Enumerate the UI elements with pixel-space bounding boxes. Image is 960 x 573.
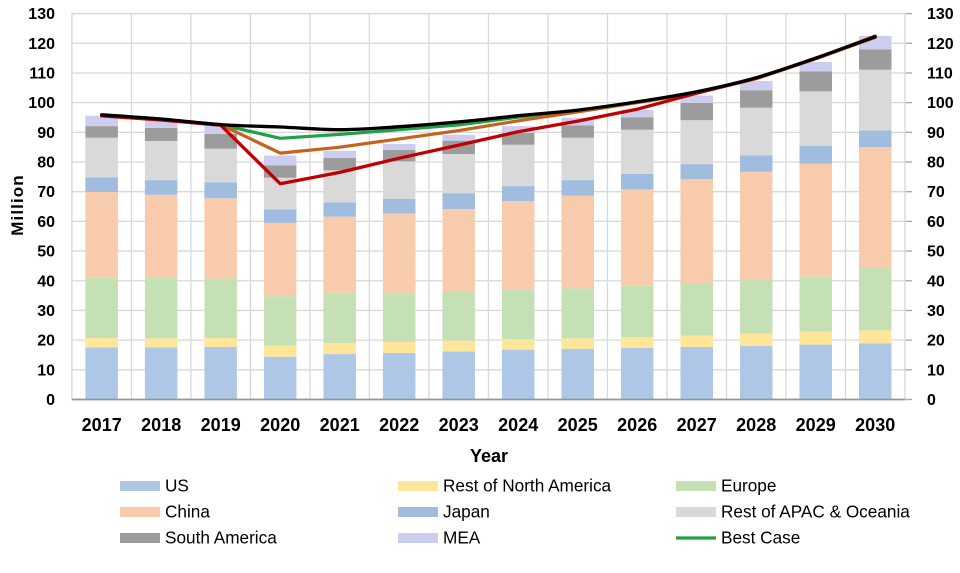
svg-text:60: 60: [37, 214, 55, 231]
svg-text:60: 60: [927, 214, 945, 231]
svg-text:120: 120: [927, 36, 954, 53]
svg-text:China: China: [165, 502, 210, 522]
svg-text:2021: 2021: [320, 415, 360, 435]
svg-text:40: 40: [927, 273, 945, 290]
svg-text:30: 30: [37, 303, 55, 320]
svg-text:Japan: Japan: [443, 502, 490, 522]
svg-text:2023: 2023: [439, 415, 479, 435]
svg-text:130: 130: [28, 6, 55, 23]
svg-text:Rest of APAC & Oceania: Rest of APAC & Oceania: [721, 502, 910, 522]
svg-text:2029: 2029: [796, 415, 836, 435]
svg-text:50: 50: [37, 244, 55, 261]
svg-text:0: 0: [927, 392, 936, 409]
svg-text:20: 20: [927, 333, 945, 350]
svg-text:70: 70: [37, 184, 55, 201]
svg-text:110: 110: [29, 66, 55, 83]
svg-text:Europe: Europe: [721, 476, 776, 496]
svg-text:Million: Million: [8, 174, 27, 236]
svg-text:90: 90: [37, 125, 55, 142]
svg-text:South America: South America: [165, 528, 277, 548]
svg-text:2028: 2028: [736, 415, 776, 435]
svg-text:20: 20: [37, 333, 55, 350]
svg-text:MEA: MEA: [443, 528, 481, 548]
svg-text:100: 100: [927, 95, 954, 112]
svg-text:120: 120: [28, 36, 55, 53]
svg-text:Rest of North America: Rest of North America: [443, 476, 612, 496]
svg-text:90: 90: [927, 125, 945, 142]
svg-text:0: 0: [46, 392, 55, 409]
svg-text:2019: 2019: [201, 415, 241, 435]
svg-text:2022: 2022: [379, 415, 419, 435]
svg-text:2026: 2026: [617, 415, 657, 435]
svg-text:10: 10: [927, 362, 945, 379]
svg-text:2030: 2030: [855, 415, 895, 435]
svg-text:2018: 2018: [141, 415, 181, 435]
svg-text:2027: 2027: [677, 415, 717, 435]
svg-text:2024: 2024: [498, 415, 538, 435]
svg-text:2020: 2020: [260, 415, 300, 435]
svg-text:US: US: [165, 476, 189, 496]
svg-text:100: 100: [28, 95, 55, 112]
svg-text:Best Case: Best Case: [721, 528, 800, 548]
svg-text:70: 70: [927, 184, 945, 201]
svg-text:110: 110: [927, 66, 953, 83]
svg-text:30: 30: [927, 303, 945, 320]
svg-text:50: 50: [927, 244, 945, 261]
svg-text:Year: Year: [470, 446, 508, 466]
svg-text:2025: 2025: [558, 415, 598, 435]
svg-text:80: 80: [37, 155, 55, 172]
svg-text:2017: 2017: [82, 415, 122, 435]
svg-text:10: 10: [37, 362, 55, 379]
svg-text:40: 40: [37, 273, 55, 290]
svg-text:80: 80: [927, 155, 945, 172]
svg-text:130: 130: [927, 6, 954, 23]
